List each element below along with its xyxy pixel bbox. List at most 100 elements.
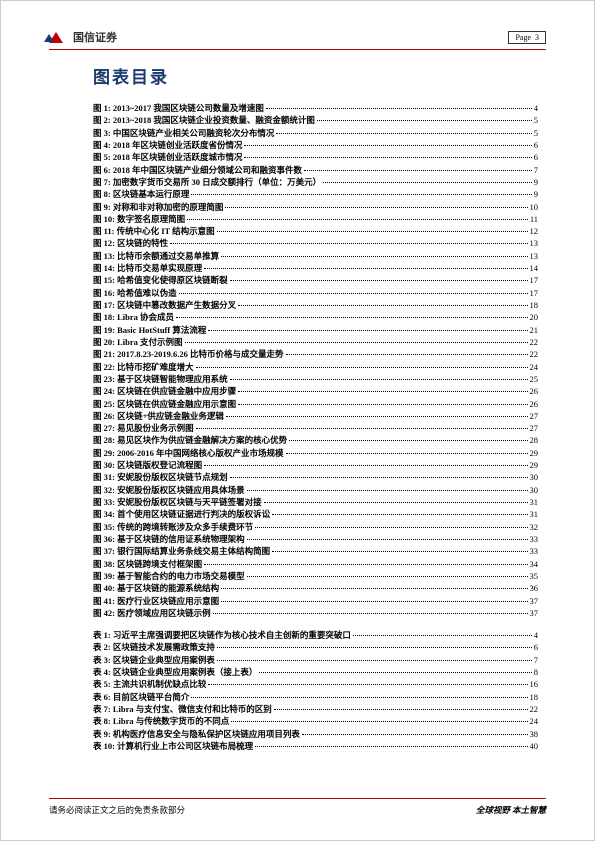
toc-page-num: 22 <box>530 336 539 348</box>
page-indicator: Page 3 <box>508 31 546 44</box>
toc-entry-text: 图 40: 基于区块链的能源系统结构 <box>93 582 219 594</box>
toc-item: 图 8: 区块链基本运行原理9 <box>93 188 538 200</box>
toc-entry-text: 图 31: 安妮股份版权区块链节点规划 <box>93 471 228 483</box>
toc-leader <box>238 404 527 405</box>
page-number: 3 <box>535 33 539 42</box>
toc-page-num: 22 <box>530 703 539 715</box>
toc-page-num: 9 <box>534 176 538 188</box>
toc-entry-text: 表 4: 区块链企业典型应用案例表（接上表） <box>93 666 257 678</box>
toc-item: 图 14: 比特币交易单实现原理14 <box>93 262 538 274</box>
toc-page-num: 8 <box>534 666 538 678</box>
toc-item: 图 18: Libra 协会成员20 <box>93 311 538 323</box>
toc-entry-text: 图 36: 基于区块链的信用证系统物理架构 <box>93 533 245 545</box>
toc-item: 图 28: 易见区块作为供应链金融解决方案的核心优势 28 <box>93 434 538 446</box>
toc-item: 图 33: 安妮股份版权区块链与天平链签署对接31 <box>93 496 538 508</box>
toc-item: 表 4: 区块链企业典型应用案例表（接上表） 8 <box>93 666 538 678</box>
toc-leader <box>208 330 527 331</box>
toc-entry-text: 表 10: 计算机行业上市公司区块链布局梳理 <box>93 740 253 752</box>
toc-leader <box>272 551 527 552</box>
toc-entry-text: 表 1: 习近平主席强调要把区块链作为核心技术自主创新的重要突破口 <box>93 629 351 641</box>
toc-page-num: 17 <box>530 274 539 286</box>
toc-page-num: 35 <box>530 570 539 582</box>
toc-leader <box>266 108 532 109</box>
toc-item: 图 12: 区块链的特性13 <box>93 237 538 249</box>
toc-entry-text: 图 18: Libra 协会成员 <box>93 311 174 323</box>
toc-leader <box>217 660 532 661</box>
toc-item: 图 13: 比特币余额通过交易单推算13 <box>93 250 538 262</box>
toc-item: 图 17: 区块链中篡改数据产生数据分叉18 <box>93 299 538 311</box>
toc-item: 表 7: Libra 与支付宝、微信支付和比特币的区别22 <box>93 703 538 715</box>
toc-item: 图 35: 传统的跨境转账涉及众多手续费环节32 <box>93 521 538 533</box>
toc-entry-text: 表 2: 区块链技术发展需政策支持 <box>93 641 215 653</box>
toc-leader <box>304 170 532 171</box>
toc-item: 图 22: 比特币挖矿难度增大24 <box>93 361 538 373</box>
toc-entry-text: 图 8: 区块链基本运行原理 <box>93 188 189 200</box>
toc-page-num: 13 <box>530 237 539 249</box>
toc-page-num: 28 <box>530 434 539 446</box>
toc-leader <box>204 564 527 565</box>
toc-leader <box>289 440 527 441</box>
toc-leader <box>230 477 528 478</box>
toc-title: 图表目录 <box>93 63 538 88</box>
toc-item: 图 37: 银行国际结算业务条线交易主体结构简图33 <box>93 545 538 557</box>
toc-page-num: 14 <box>530 262 539 274</box>
toc-leader <box>191 697 527 698</box>
toc-leader <box>231 721 527 722</box>
toc-item: 表 1: 习近平主席强调要把区块链作为核心技术自主创新的重要突破口4 <box>93 629 538 641</box>
toc-item: 图 24: 区块链在供应链金融中应用步骤26 <box>93 385 538 397</box>
toc-item: 图 16: 哈希值难以伪造17 <box>93 287 538 299</box>
toc-item: 表 2: 区块链技术发展需政策支持6 <box>93 641 538 653</box>
toc-page-num: 30 <box>530 471 539 483</box>
toc-item: 图 21: 2017.8.23-2019.6.26 比特币价格与成交量走势 22 <box>93 348 538 360</box>
footer-slogan: 全球视野 本土智慧 <box>476 804 546 816</box>
toc-page-num: 27 <box>530 410 539 422</box>
toc-page-num: 5 <box>534 127 538 139</box>
toc-leader <box>238 305 527 306</box>
toc-leader <box>276 133 531 134</box>
toc-entry-text: 图 6: 2018 年中国区块链产业细分领域公司和融资事件数 <box>93 164 302 176</box>
toc-item: 图 10: 数字签名原理简图11 <box>93 213 538 225</box>
toc-page-num: 18 <box>530 691 539 703</box>
toc-entry-text: 图 38: 区块链跨境支付框架图 <box>93 558 202 570</box>
page-footer: 请务必阅读正文之后的免责条款部分 全球视野 本土智慧 <box>49 798 546 816</box>
toc-page-num: 6 <box>534 151 538 163</box>
toc-page-num: 29 <box>530 459 539 471</box>
toc-entry-text: 图 32: 安妮股份版权区块链应用具体场景 <box>93 484 245 496</box>
toc-entry-text: 图 28: 易见区块作为供应链金融解决方案的核心优势 <box>93 434 287 446</box>
toc-page-num: 22 <box>530 348 539 360</box>
toc-item: 图 4: 2018 年区块链创业活跃度省份情况 6 <box>93 139 538 151</box>
toc-leader <box>255 746 527 747</box>
toc-leader <box>170 243 527 244</box>
toc-leader <box>217 647 532 648</box>
toc-leader <box>225 207 527 208</box>
toc-leader <box>247 576 528 577</box>
toc-leader <box>191 194 531 195</box>
tables-list: 表 1: 习近平主席强调要把区块链作为核心技术自主创新的重要突破口4表 2: 区… <box>93 629 538 752</box>
toc-page-num: 18 <box>530 299 539 311</box>
toc-item: 图 25: 区块链在供应链金融应用示意图26 <box>93 398 538 410</box>
toc-leader <box>185 342 528 343</box>
toc-entry-text: 图 10: 数字签名原理简图 <box>93 213 185 225</box>
toc-item: 表 3: 区块链企业典型应用案例表7 <box>93 654 538 666</box>
footer-disclaimer: 请务必阅读正文之后的免责条款部分 <box>49 804 185 816</box>
toc-page-num: 37 <box>530 607 539 619</box>
toc-page-num: 31 <box>530 508 539 520</box>
toc-entry-text: 图 41: 医疗行业区块链应用示意图 <box>93 595 219 607</box>
toc-entry-text: 图 4: 2018 年区块链创业活跃度省份情况 <box>93 139 242 151</box>
toc-leader <box>230 280 528 281</box>
toc-entry-text: 图 34: 首个使用区块链证据进行判决的版权诉讼 <box>93 508 270 520</box>
toc-leader <box>221 601 527 602</box>
toc-item: 图 5: 2018 年区块链创业活跃度城市情况6 <box>93 151 538 163</box>
toc-leader <box>187 219 528 220</box>
toc-leader <box>221 256 527 257</box>
toc-entry-text: 图 39: 基于智能合约的电力市场交易模型 <box>93 570 245 582</box>
toc-entry-text: 图 11: 传统中心化 IT 结构示意图 <box>93 225 215 237</box>
toc-page-num: 6 <box>534 139 538 151</box>
toc-entry-text: 图 21: 2017.8.23-2019.6.26 比特币价格与成交量走势 <box>93 348 284 360</box>
toc-leader <box>286 354 528 355</box>
toc-item: 图 20: Libra 支付示例图22 <box>93 336 538 348</box>
toc-item: 图 31: 安妮股份版权区块链节点规划 30 <box>93 471 538 483</box>
toc-item: 图 15: 哈希值变化使得原区块链断裂17 <box>93 274 538 286</box>
toc-page-num: 24 <box>530 715 539 727</box>
toc-item: 图 27: 易见股份业务示例图27 <box>93 422 538 434</box>
